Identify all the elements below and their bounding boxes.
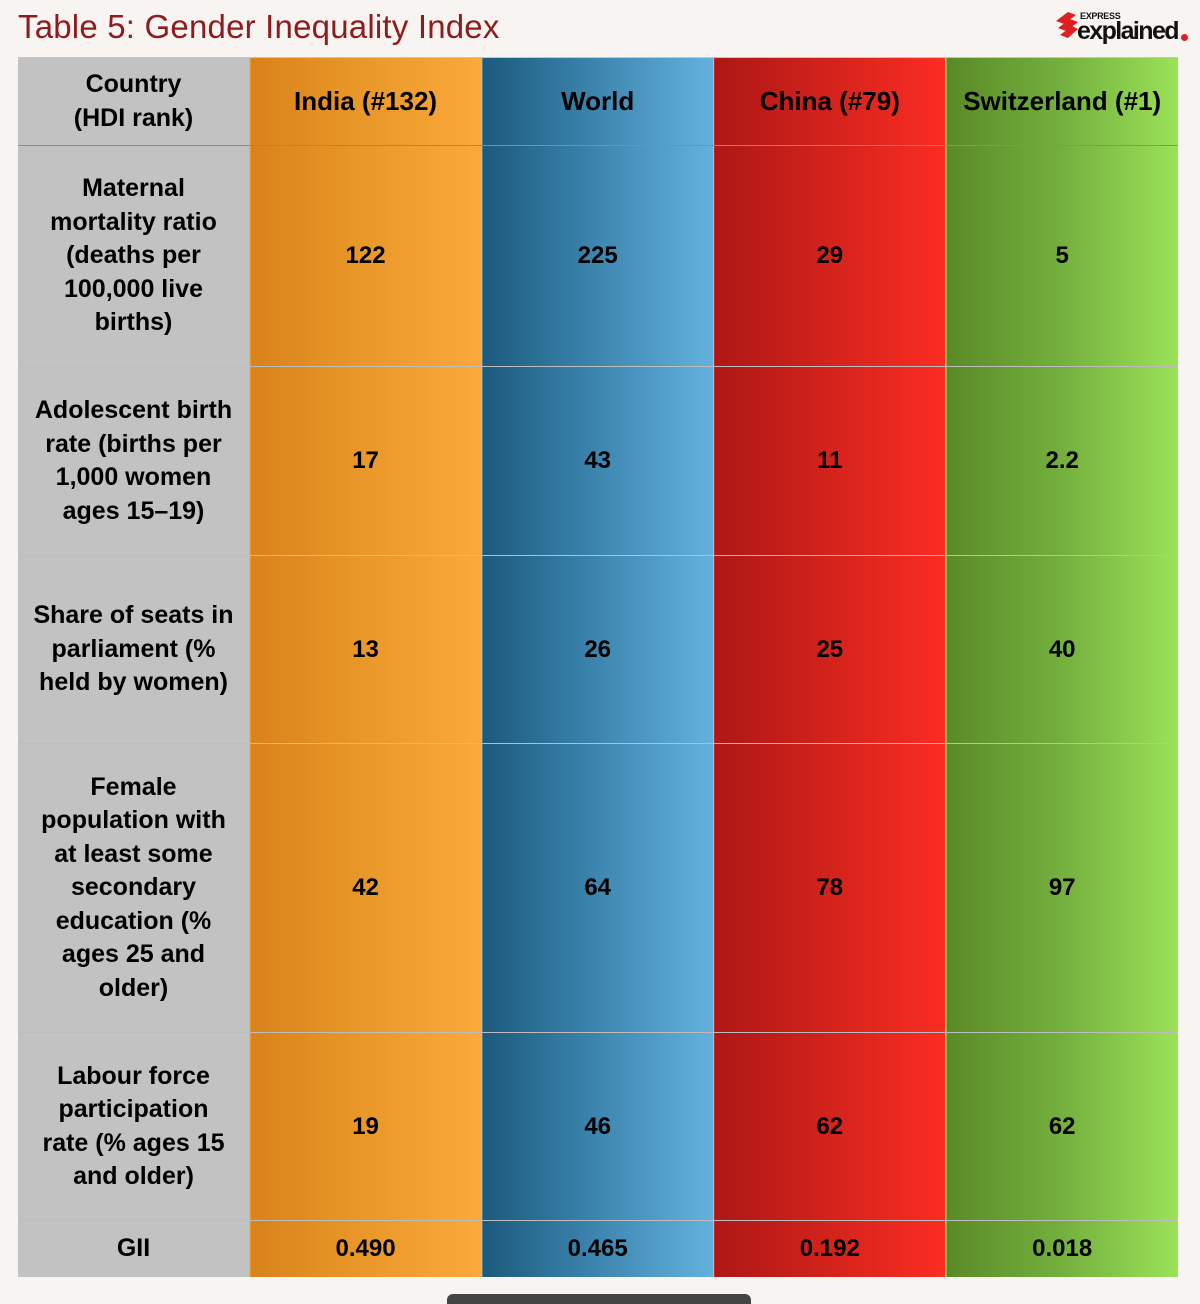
- cell-india: 17: [248, 366, 482, 556]
- cell-china: 29: [713, 145, 946, 367]
- cell-india: 19: [248, 1032, 482, 1221]
- cell-india: 42: [248, 743, 482, 1033]
- table-row: Adolescent birth rate (births per 1,000 …: [18, 366, 1178, 556]
- cell-switzerland: 40: [945, 555, 1178, 744]
- header-world: World: [481, 57, 714, 146]
- logo-express-text: EXPRESS: [1080, 11, 1121, 21]
- row-label: Share of seats in parliament (% held by …: [18, 555, 250, 744]
- table-row: Share of seats in parliament (% held by …: [18, 555, 1178, 744]
- logo-dot-icon: [1181, 34, 1188, 41]
- row-label: Labour force participation rate (% ages …: [18, 1032, 250, 1221]
- bottom-overlay-tab: [447, 1294, 751, 1304]
- cell-world: 26: [481, 555, 714, 744]
- cell-india: 13: [248, 555, 482, 744]
- header-china: China (#79): [713, 57, 946, 146]
- cell-switzerland: 2.2: [945, 366, 1178, 556]
- cell-china: 62: [713, 1032, 946, 1221]
- cell-china: 11: [713, 366, 946, 556]
- table-row-gii: GII 0.490 0.465 0.192 0.018: [18, 1220, 1178, 1277]
- cell-switzerland-gii: 0.018: [945, 1220, 1178, 1277]
- cell-world-gii: 0.465: [481, 1220, 714, 1277]
- cell-switzerland: 5: [945, 145, 1178, 367]
- cell-switzerland: 97: [945, 743, 1178, 1033]
- row-label: Maternal mortality ratio (deaths per 100…: [18, 145, 250, 367]
- gii-table: Country (HDI rank) India (#132) World Ch…: [18, 57, 1178, 1277]
- table-row: Female population with at least some sec…: [18, 743, 1178, 1033]
- cell-switzerland: 62: [945, 1032, 1178, 1221]
- row-label: Female population with at least some sec…: [18, 743, 250, 1033]
- table-row: Maternal mortality ratio (deaths per 100…: [18, 145, 1178, 367]
- cell-world: 225: [481, 145, 714, 367]
- cell-world: 43: [481, 366, 714, 556]
- cell-india-gii: 0.490: [248, 1220, 482, 1277]
- express-explained-logo: EXPRESS explained: [1056, 8, 1196, 45]
- row-label-gii: GII: [18, 1220, 250, 1277]
- logo-explained-text: explained: [1077, 17, 1180, 45]
- page-title: Table 5: Gender Inequality Index: [18, 8, 500, 45]
- cell-china: 25: [713, 555, 946, 744]
- table-row: Labour force participation rate (% ages …: [18, 1032, 1178, 1221]
- row-label: Adolescent birth rate (births per 1,000 …: [18, 366, 250, 556]
- header-india: India (#132): [248, 57, 482, 146]
- cell-china-gii: 0.192: [713, 1220, 946, 1277]
- cell-world: 64: [481, 743, 714, 1033]
- header-country-label: Country (HDI rank): [18, 57, 250, 146]
- table-header-row: Country (HDI rank) India (#132) World Ch…: [18, 57, 1178, 146]
- cell-india: 122: [248, 145, 482, 367]
- header-switzerland: Switzerland (#1): [945, 57, 1178, 146]
- logo-stripes-icon: [1056, 12, 1078, 38]
- cell-world: 46: [481, 1032, 714, 1221]
- cell-china: 78: [713, 743, 946, 1033]
